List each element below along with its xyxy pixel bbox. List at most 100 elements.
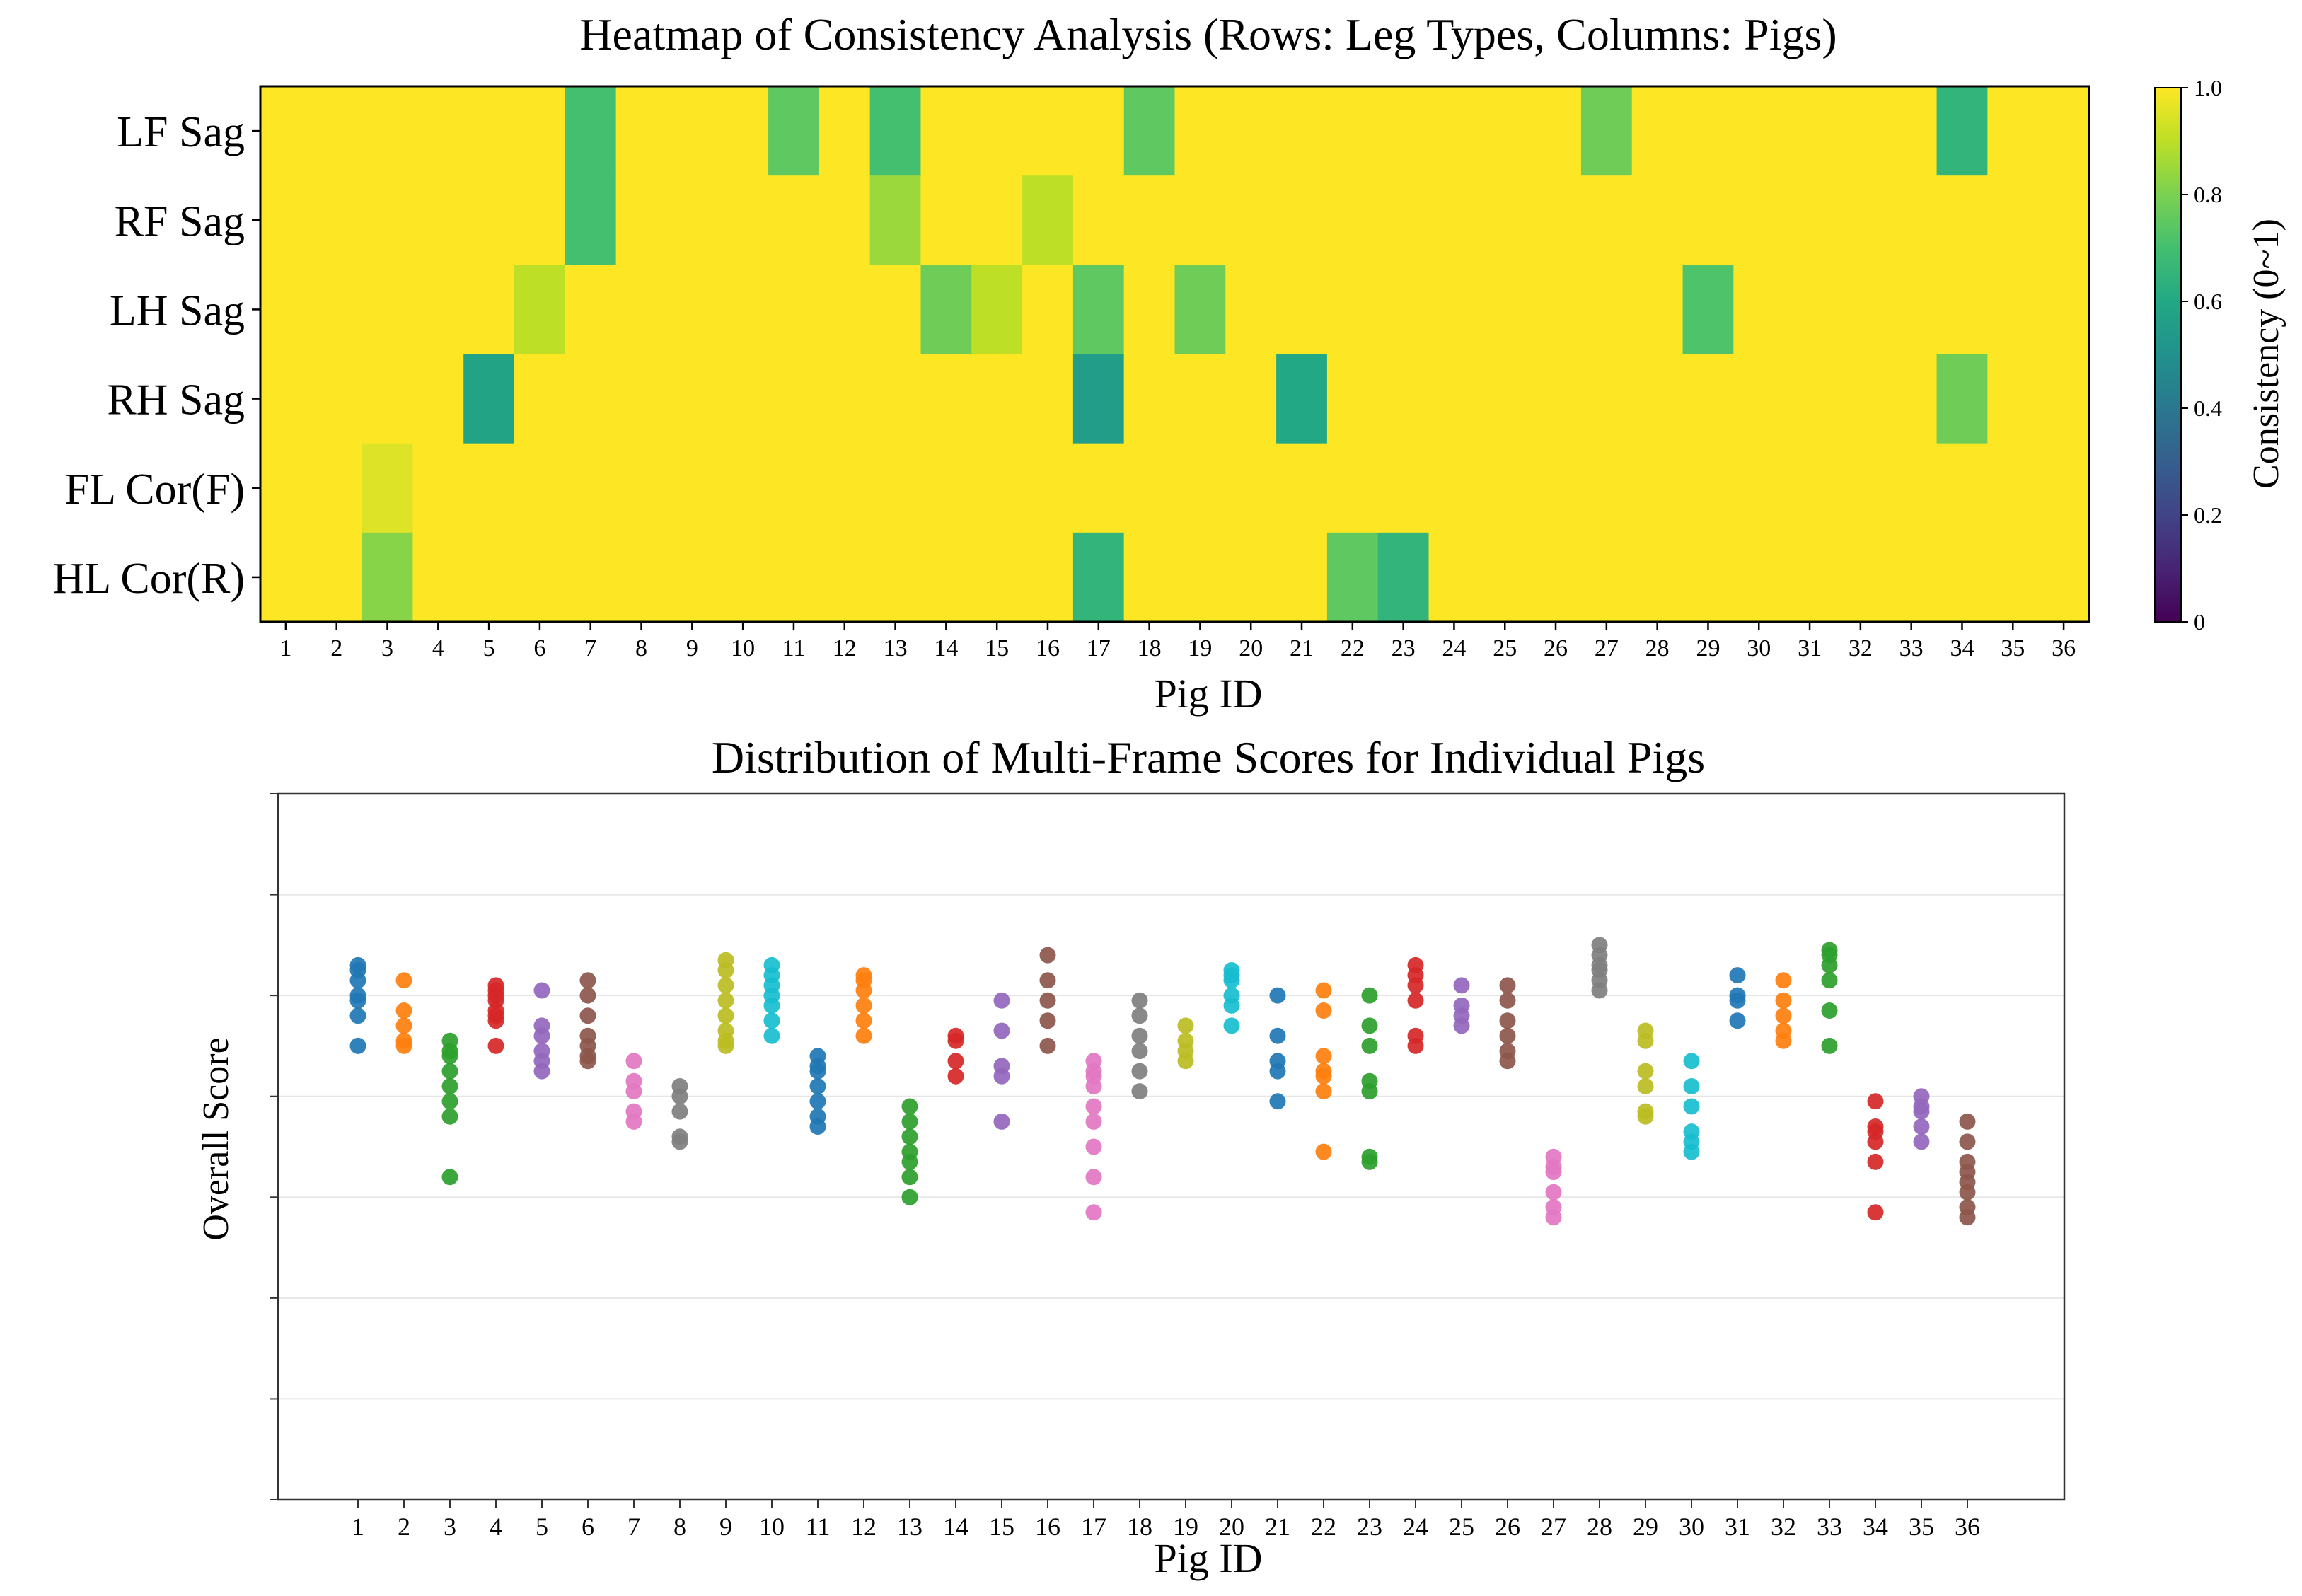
heatmap-cell: [565, 532, 617, 623]
heatmap-row-labels: LF Sag RF Sag LH Sag RH Sag FL Cor(F) HL Cor(…: [53, 108, 260, 603]
heatmap-cell: [819, 265, 871, 355]
heatmap-cell: [311, 443, 363, 533]
scatter-y-ticks: [270, 793, 278, 1500]
heatmap-cell: [1123, 265, 1176, 355]
heatmap-col-label: 3: [381, 635, 393, 661]
scatter-x-tick-label: 26: [1495, 1513, 1520, 1541]
scatter-point: [1499, 992, 1516, 1009]
scatter-point: [717, 977, 734, 994]
heatmap-cell: [1936, 265, 1988, 355]
heatmap-cell: [920, 532, 972, 623]
scatter-point: [1499, 977, 1516, 994]
heatmap-col-label: 20: [1239, 635, 1263, 661]
heatmap-cell: [2038, 532, 2090, 623]
heatmap-cell: [1580, 86, 1633, 176]
heatmap-cell: [463, 175, 515, 265]
heatmap-cell: [1834, 532, 1887, 623]
scatter-point: [349, 1007, 366, 1024]
heatmap-cell: [260, 443, 312, 533]
scatter-gridlines: [278, 894, 2064, 1400]
heatmap-cell: [1631, 175, 1684, 265]
scatter-x-tick-label: 19: [1173, 1513, 1198, 1541]
heatmap-cell: [362, 532, 414, 623]
heatmap-cell: [1834, 354, 1887, 444]
scatter-point: [349, 962, 366, 978]
heatmap-cell: [1987, 532, 2039, 623]
scatter-point: [1959, 1133, 1976, 1150]
heatmap-cell: [1428, 86, 1480, 176]
scatter-point: [395, 1002, 412, 1019]
scatter-point: [1315, 1083, 1332, 1100]
scatter-x-tick-label: 15: [989, 1513, 1014, 1541]
heatmap-cell: [1326, 443, 1379, 533]
scatter-point: [1775, 1007, 1792, 1024]
heatmap-cell: [1580, 354, 1633, 444]
heatmap-cell: [2038, 354, 2090, 444]
colorbar-label: Consistency (0~1): [2246, 219, 2286, 489]
heatmap-cell: [260, 532, 312, 623]
scatter-x-tick-label: 9: [719, 1513, 732, 1541]
heatmap-cell: [1479, 86, 1531, 176]
scatter-x-tick-label: 7: [627, 1513, 640, 1541]
heatmap-cell: [1072, 354, 1125, 444]
heatmap-col-label: 10: [731, 635, 755, 661]
scatter-point: [1131, 1063, 1148, 1080]
heatmap-cell: [1326, 265, 1379, 355]
scatter-x-tick-label: 13: [897, 1513, 922, 1541]
heatmap-cell: [1784, 354, 1836, 444]
heatmap-col-label: 32: [1849, 635, 1873, 661]
colorbar-tick-label: 0.6: [2194, 289, 2222, 314]
heatmap-col-label: 12: [833, 635, 857, 661]
scatter-point: [1821, 1002, 1838, 1019]
heatmap-cell: [1276, 86, 1328, 176]
scatter-point: [1407, 1037, 1424, 1054]
scatter-point: [1085, 1169, 1102, 1186]
heatmap-cell: [1022, 175, 1074, 265]
scatter-point: [395, 972, 412, 989]
heatmap-cell: [311, 265, 363, 355]
scatter-x-tick-label: 21: [1265, 1513, 1290, 1541]
scatter-point: [625, 1053, 642, 1070]
heatmap-cell: [1428, 532, 1480, 623]
scatter-point: [1177, 1017, 1194, 1034]
heatmap-row-label: RH Sag: [107, 376, 245, 424]
scatter-point: [1867, 1123, 1884, 1140]
heatmap-cell: [1174, 532, 1226, 623]
heatmap-col-label: 18: [1138, 635, 1162, 661]
colorbar: [2154, 87, 2182, 623]
heatmap-cell: [1022, 532, 1074, 623]
heatmap-cell: [1022, 265, 1074, 355]
heatmap-cell: [463, 265, 515, 355]
heatmap-cell: [1276, 354, 1328, 444]
heatmap-cell: [463, 354, 515, 444]
scatter-point: [1545, 1159, 1562, 1175]
scatter-point: [901, 1098, 918, 1115]
scatter-title: Distribution of Multi-Frame Scores for I…: [712, 732, 1705, 782]
scatter-point: [1407, 967, 1424, 984]
scatter-point: [1039, 1037, 1056, 1054]
scatter-point: [1223, 967, 1240, 984]
scatter-x-tick-label: 4: [490, 1513, 502, 1541]
heatmap-cell: [920, 175, 972, 265]
scatter-point: [1499, 1053, 1516, 1070]
scatter-point: [579, 972, 596, 989]
heatmap-cell: [819, 354, 871, 444]
scatter-point: [625, 1083, 642, 1100]
scatter-x-tick-label: 16: [1035, 1513, 1060, 1541]
heatmap-cell: [311, 532, 363, 623]
heatmap-cell: [1784, 532, 1836, 623]
heatmap-cell: [514, 175, 566, 265]
heatmap-cell: [615, 265, 668, 355]
heatmap-cell: [1733, 532, 1785, 623]
heatmap-cell: [514, 265, 566, 355]
heatmap-cell: [1987, 443, 2039, 533]
heatmap-cell: [768, 532, 820, 623]
scatter-x-tick-label: 35: [1909, 1513, 1934, 1541]
scatter-point: [533, 982, 550, 999]
scatter-point: [1453, 1017, 1470, 1034]
heatmap-cell: [1479, 443, 1531, 533]
heatmap-cell: [1885, 532, 1938, 623]
scatter-point: [717, 992, 734, 1009]
scatter-point: [809, 1118, 826, 1135]
